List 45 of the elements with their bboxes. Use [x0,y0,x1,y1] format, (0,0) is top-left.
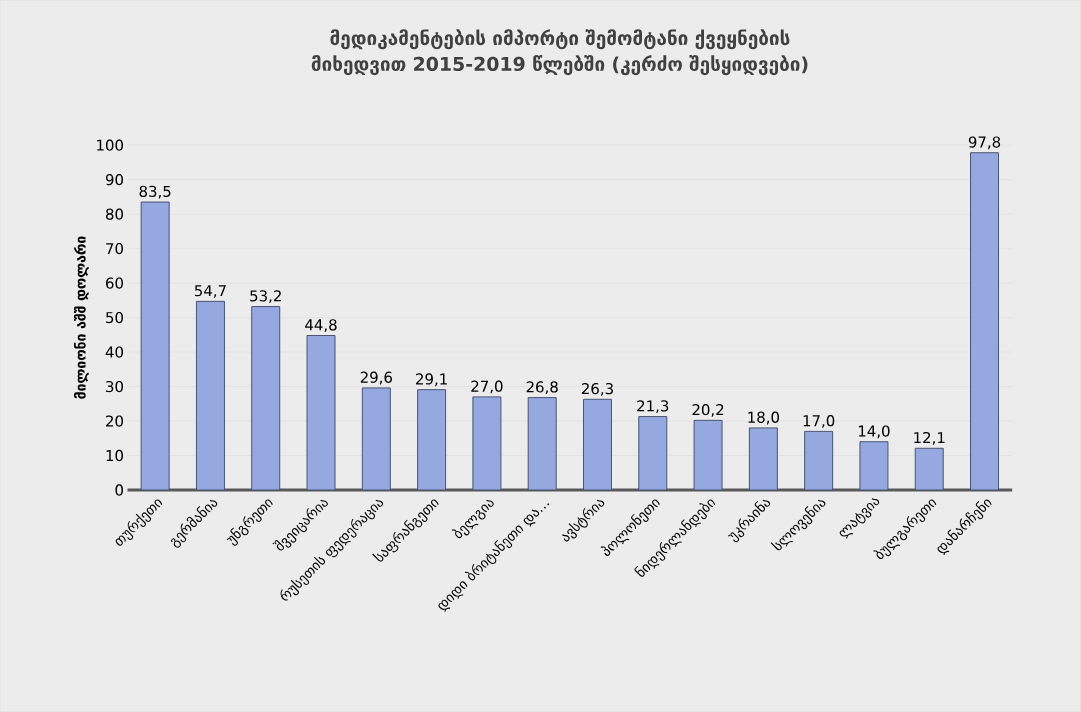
bar [748,427,778,491]
data-label: 54,7 [194,285,226,298]
bar [417,389,447,491]
data-label: 44,8 [305,319,337,332]
y-tick-label: 20 [106,415,123,427]
bar [638,415,668,491]
data-label: 26,8 [526,381,558,394]
data-label: 53,2 [250,290,281,303]
bar [970,152,1000,491]
bar [361,387,391,491]
data-label: 14,0 [858,425,890,439]
data-label: 20,2 [692,403,724,417]
data-label: 18,0 [748,411,779,425]
y-tick-label: 10 [106,449,123,462]
y-tick-label: 60 [106,277,123,289]
data-label: 97,8 [968,136,1001,150]
y-tick-label: 50 [106,311,123,324]
data-label: 83,5 [139,185,171,199]
bar [195,300,225,491]
bar [859,441,889,491]
y-tick-label: 90 [105,173,123,186]
data-label: 29,1 [416,373,447,387]
data-label: 29,6 [360,371,392,385]
data-label: 26,3 [581,382,613,396]
y-tick-label: 70 [106,242,123,255]
y-axis-title: მილიონი აშშ დოლარი [73,236,89,399]
y-tick-label: 30 [106,380,123,393]
bar [914,447,944,491]
bar [527,397,557,491]
bar [804,430,834,491]
y-tick-label: 40 [105,346,123,358]
bar [693,419,723,491]
data-label: 17,0 [803,414,835,428]
data-label: 27,0 [471,380,503,394]
y-tick-label: 100 [97,139,123,151]
bar [140,201,170,491]
chart-title: მედიკამენტების იმპორტი შემომტანი ქვეყნების მიხედვით 2015-2019 წლებში (კერძო შესყიდვები) [311,29,808,76]
bar [251,305,281,491]
bar [472,396,502,491]
data-label: 21,3 [637,400,669,413]
bar [306,334,336,491]
y-tick-label: 80 [105,208,123,220]
data-label: 12,1 [914,431,945,445]
y-tick-label: 0 [115,484,123,496]
bar [582,398,612,491]
